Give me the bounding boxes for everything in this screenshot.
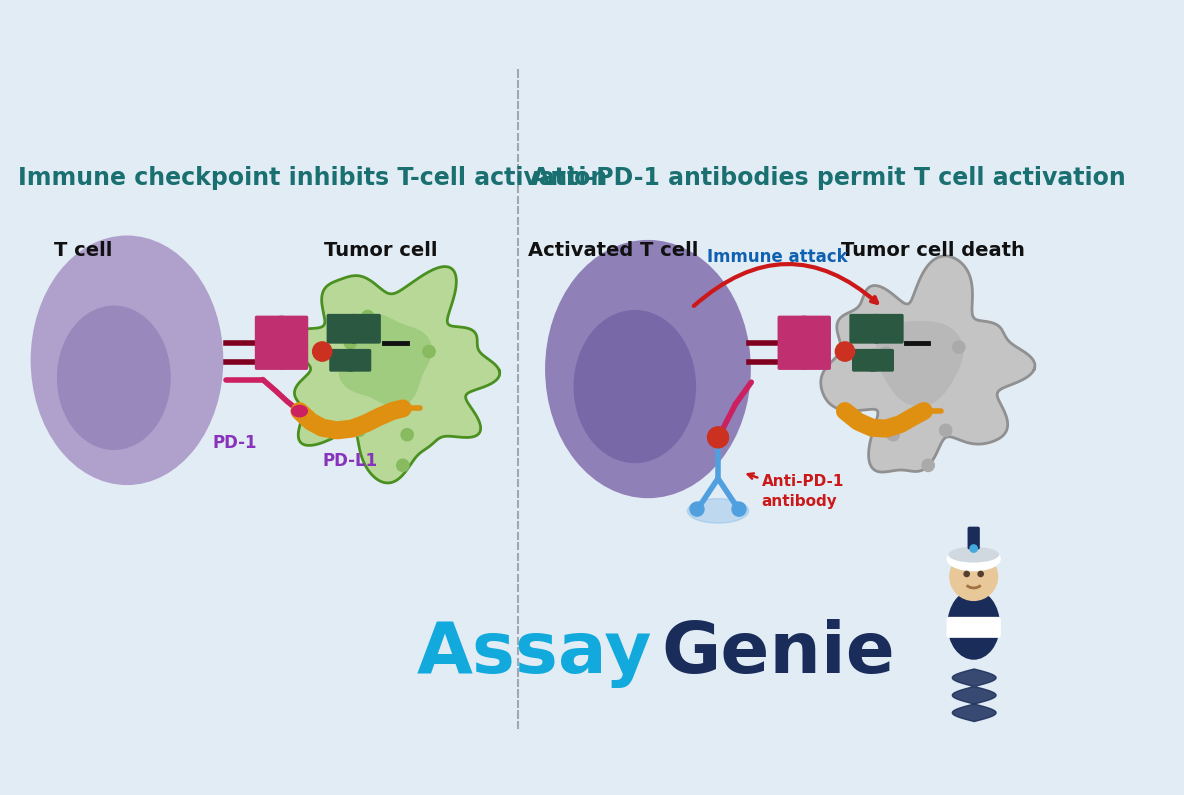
Circle shape bbox=[690, 502, 704, 516]
Circle shape bbox=[953, 341, 965, 353]
FancyBboxPatch shape bbox=[802, 316, 831, 343]
Circle shape bbox=[708, 427, 728, 448]
Ellipse shape bbox=[688, 498, 748, 523]
Text: Immune checkpoint inhibits T-cell activation: Immune checkpoint inhibits T-cell activa… bbox=[18, 166, 606, 190]
Ellipse shape bbox=[946, 547, 1000, 572]
Circle shape bbox=[401, 429, 413, 441]
Text: Activated T cell: Activated T cell bbox=[528, 242, 699, 260]
Polygon shape bbox=[285, 266, 500, 483]
FancyBboxPatch shape bbox=[802, 342, 831, 370]
Circle shape bbox=[950, 552, 998, 601]
Text: Anti-PD-1
antibody: Anti-PD-1 antibody bbox=[761, 475, 844, 509]
Circle shape bbox=[978, 572, 984, 576]
FancyBboxPatch shape bbox=[778, 342, 807, 370]
Text: Tumor cell death: Tumor cell death bbox=[841, 242, 1024, 260]
Ellipse shape bbox=[57, 305, 170, 450]
FancyBboxPatch shape bbox=[278, 342, 308, 370]
FancyBboxPatch shape bbox=[255, 342, 284, 370]
FancyBboxPatch shape bbox=[347, 349, 372, 372]
FancyBboxPatch shape bbox=[778, 316, 807, 343]
FancyBboxPatch shape bbox=[352, 314, 381, 343]
Ellipse shape bbox=[948, 547, 999, 563]
FancyBboxPatch shape bbox=[869, 349, 894, 372]
FancyBboxPatch shape bbox=[329, 349, 354, 372]
FancyBboxPatch shape bbox=[967, 526, 980, 549]
FancyBboxPatch shape bbox=[874, 314, 903, 343]
FancyBboxPatch shape bbox=[327, 314, 356, 343]
FancyBboxPatch shape bbox=[278, 316, 308, 343]
Circle shape bbox=[964, 572, 970, 576]
FancyBboxPatch shape bbox=[946, 617, 1000, 638]
Text: Immune attack: Immune attack bbox=[707, 248, 848, 266]
Ellipse shape bbox=[947, 590, 1000, 660]
Text: T cell: T cell bbox=[54, 242, 112, 260]
FancyBboxPatch shape bbox=[849, 314, 879, 343]
Circle shape bbox=[887, 429, 900, 441]
Ellipse shape bbox=[31, 235, 224, 485]
Text: Anti-PD-1 antibodies permit T cell activation: Anti-PD-1 antibodies permit T cell activ… bbox=[533, 166, 1126, 190]
Circle shape bbox=[353, 425, 365, 436]
Text: Assay: Assay bbox=[417, 619, 652, 688]
Circle shape bbox=[880, 347, 893, 359]
Ellipse shape bbox=[573, 310, 696, 463]
FancyBboxPatch shape bbox=[852, 349, 876, 372]
Text: PD-1: PD-1 bbox=[212, 435, 257, 452]
Circle shape bbox=[836, 342, 855, 361]
Text: Genie: Genie bbox=[661, 619, 895, 688]
Text: Tumor cell: Tumor cell bbox=[324, 242, 438, 260]
Circle shape bbox=[361, 310, 374, 323]
Circle shape bbox=[922, 460, 934, 471]
Text: PD-L1: PD-L1 bbox=[323, 452, 378, 470]
Circle shape bbox=[313, 342, 332, 361]
FancyBboxPatch shape bbox=[255, 316, 284, 343]
Ellipse shape bbox=[545, 240, 751, 498]
Ellipse shape bbox=[291, 405, 308, 417]
Circle shape bbox=[423, 345, 436, 358]
Polygon shape bbox=[876, 322, 963, 405]
Circle shape bbox=[970, 544, 978, 553]
Polygon shape bbox=[821, 256, 1035, 472]
Polygon shape bbox=[340, 314, 431, 406]
Circle shape bbox=[397, 460, 408, 471]
Circle shape bbox=[940, 425, 952, 436]
Circle shape bbox=[732, 502, 746, 516]
Circle shape bbox=[345, 336, 356, 349]
